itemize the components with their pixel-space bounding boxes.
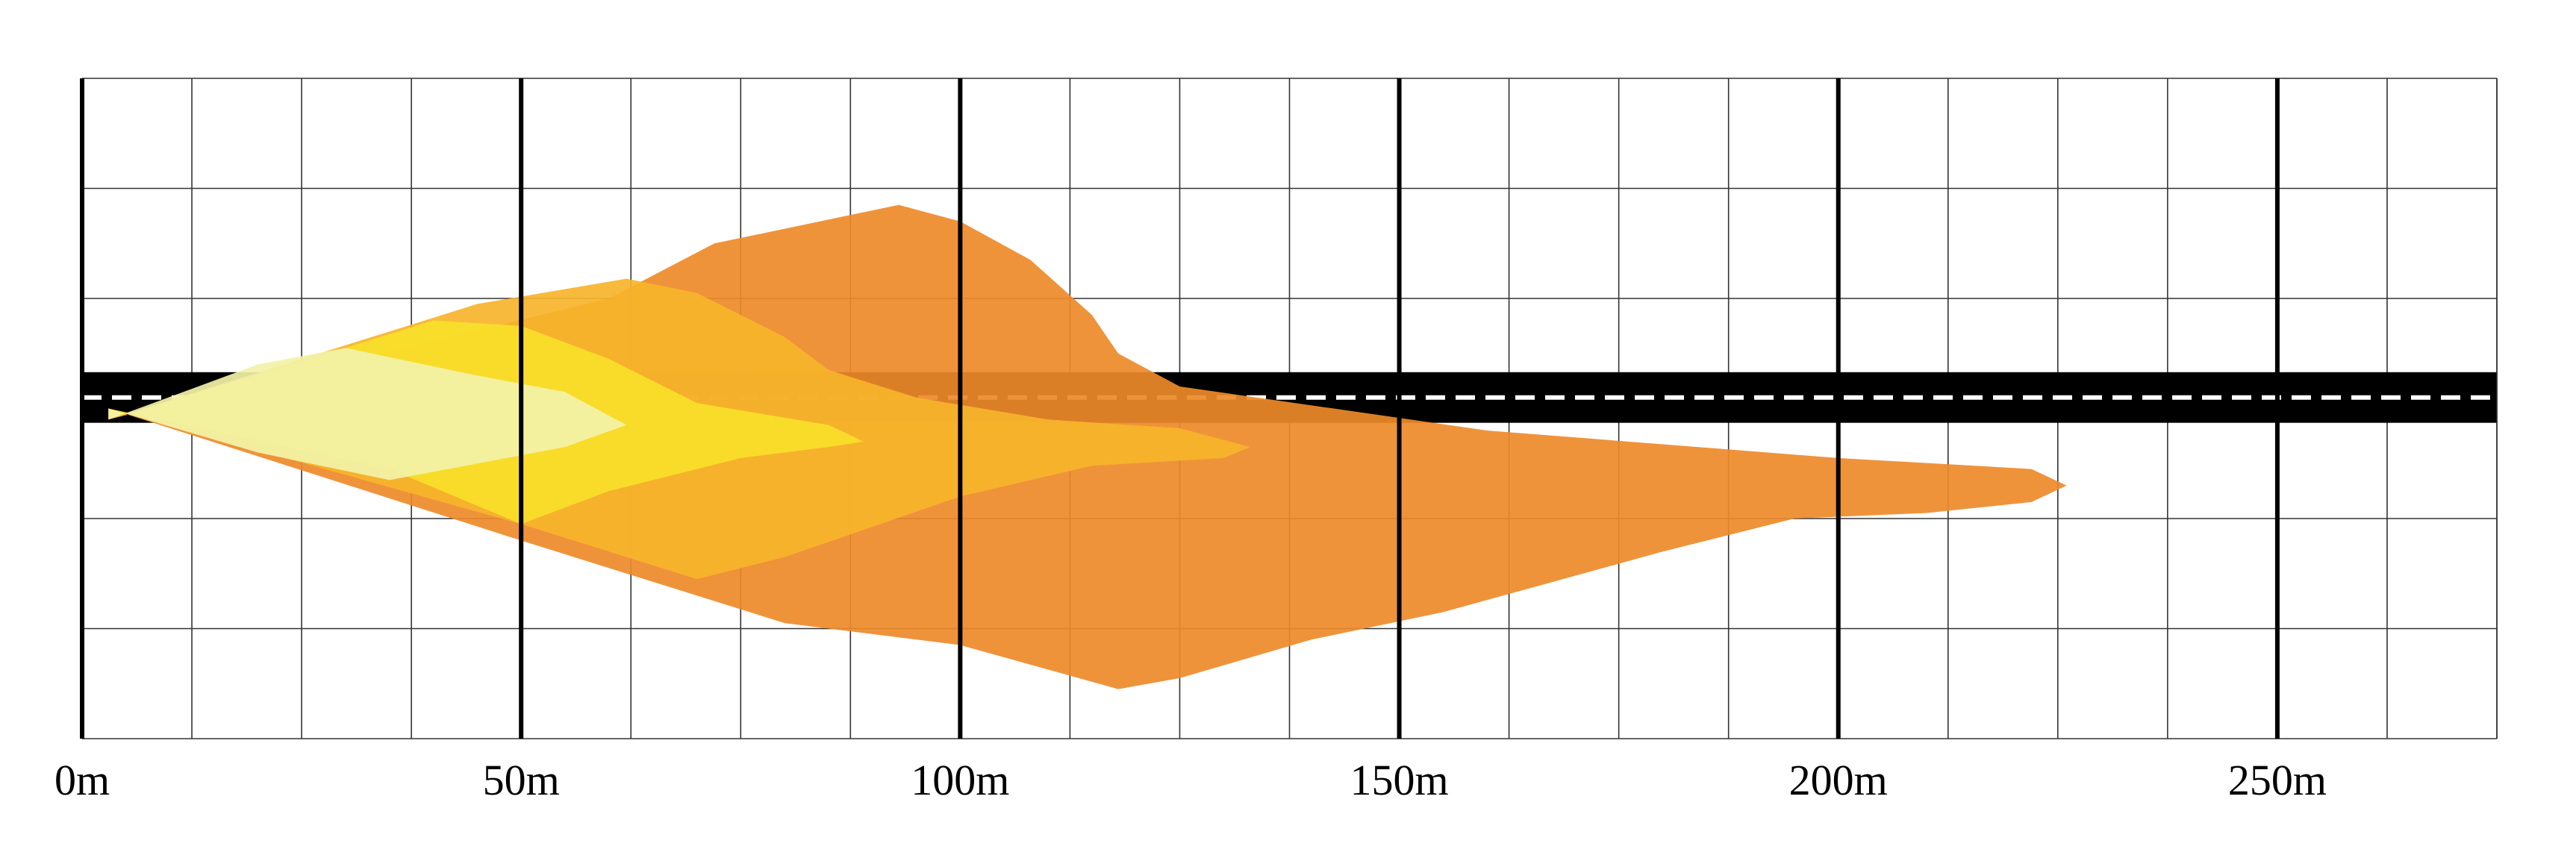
light-area-4 <box>108 348 627 480</box>
x-tick-label: 50m <box>483 756 560 804</box>
major-gridlines <box>80 78 2498 739</box>
x-axis-tick-labels: 0m 50m 100m 150m 200m 250m <box>54 756 2327 804</box>
x-tick-label: 0m <box>54 756 110 804</box>
light-beam-areas <box>108 204 2067 689</box>
x-tick-label: 100m <box>911 756 1009 804</box>
x-tick-label: 200m <box>1789 756 1888 804</box>
x-tick-label: 250m <box>2228 756 2327 804</box>
x-tick-label: 150m <box>1350 756 1448 804</box>
